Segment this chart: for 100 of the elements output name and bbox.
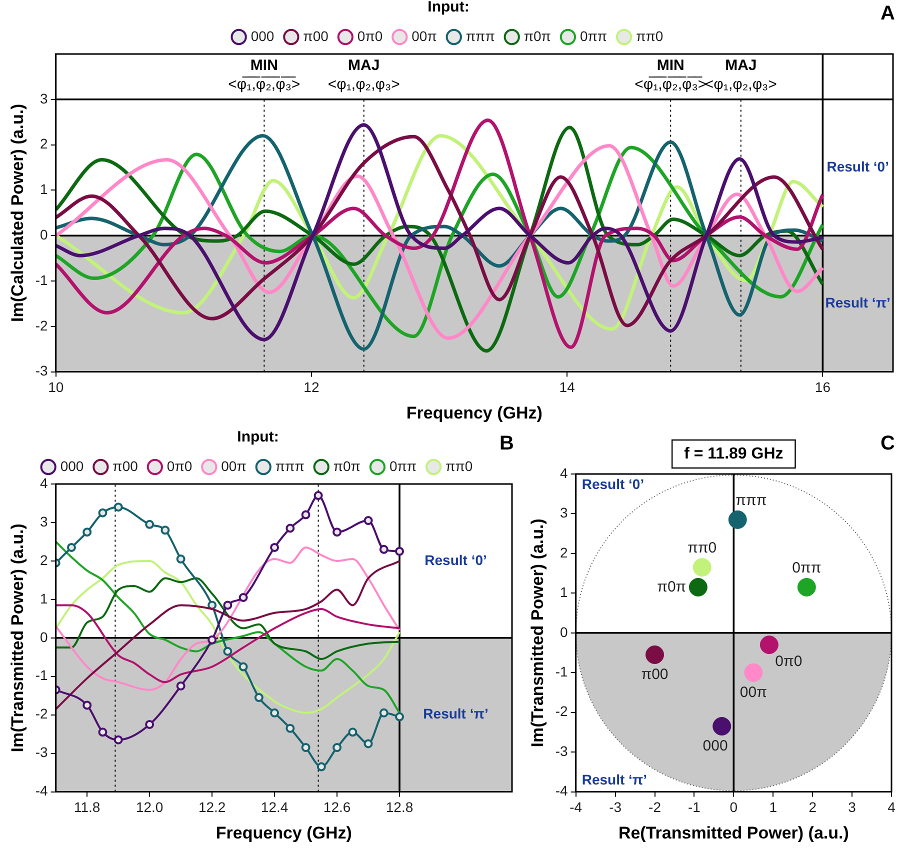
y-axis-title: Im(Transmitted Power) (a.u.) [528, 518, 547, 748]
point [395, 546, 404, 556]
point [301, 510, 310, 520]
band-label: Result ‘π’ [825, 294, 890, 311]
point [238, 593, 248, 602]
point [316, 762, 326, 772]
point [364, 516, 373, 526]
point [208, 600, 217, 610]
point [176, 554, 186, 564]
text: B [500, 432, 514, 455]
series-label: 00π [740, 684, 767, 701]
chart-title: f = 11.89 GHz [684, 445, 784, 462]
series-label: 000 [702, 737, 728, 754]
legend-label: π0π [524, 28, 552, 44]
y-tick-label: -3 [555, 742, 568, 759]
y-tick-label: -2 [555, 703, 568, 720]
y-tick-label: 3 [560, 504, 568, 521]
y-tick-label: -1 [35, 272, 48, 288]
point [314, 491, 323, 500]
annotation: Result ‘0’ [582, 476, 644, 492]
legend-label: π00 [303, 28, 329, 44]
legend-label: 0ππ [580, 28, 608, 44]
x-tick-label: 12.2 [198, 799, 226, 816]
point [797, 578, 816, 596]
point [223, 646, 232, 656]
point [208, 635, 217, 644]
y-tick-label: 2 [560, 544, 568, 560]
series-label: π0π [657, 578, 686, 596]
series-label: ππ0 [688, 539, 717, 556]
point [332, 743, 342, 752]
y-axis-title: Im(Calculated Power) (a.u.) [8, 104, 27, 322]
annotation: Result ‘0’ [826, 158, 889, 174]
y-tick-label: 1 [40, 181, 48, 198]
point [82, 700, 92, 710]
y-tick-label: -4 [35, 782, 48, 799]
point [114, 735, 123, 744]
series-label: 0π0 [775, 652, 802, 670]
band-label: Result ‘π’ [582, 772, 648, 788]
x-tick-label: 12.0 [136, 799, 164, 816]
y-tick-label: 3 [40, 90, 48, 106]
line-series [56, 604, 401, 684]
x-tick-label: 12.8 [386, 799, 414, 816]
band-label: Result ‘π’ [423, 706, 488, 722]
y-tick-label: 2 [40, 136, 48, 152]
x-tick-label: -2 [648, 799, 662, 816]
line-series [56, 546, 401, 691]
legend-label: 00π [221, 458, 247, 474]
x-tick-label: 10 [48, 379, 64, 396]
legend-label: 0π0 [166, 458, 192, 474]
x-axis-title: Frequency (GHz) [216, 823, 352, 842]
point [254, 693, 264, 702]
y-tick-label: 2 [40, 552, 48, 568]
legend-label: 0π0 [357, 28, 383, 44]
legend-label: πππ [466, 28, 496, 44]
point [286, 524, 295, 533]
legend-label: 0ππ [389, 458, 417, 474]
x-tick-label: 16 [814, 379, 831, 396]
legend-label: ππ0 [636, 28, 664, 44]
text: C [880, 432, 895, 455]
legend-title: Input: [428, 0, 470, 16]
point [160, 526, 170, 535]
series-label: 0ππ [792, 559, 822, 576]
point [286, 724, 295, 733]
point [744, 663, 763, 682]
point [348, 728, 358, 737]
x-tick-label: 12 [304, 379, 320, 396]
point [712, 717, 732, 736]
x-tick-label: 2 [808, 799, 817, 816]
x-axis-title: Frequency (GHz) [406, 403, 542, 422]
y-tick-label: 3 [40, 513, 48, 530]
y-tick-label: -1 [35, 667, 48, 684]
legend-title: Input: [237, 428, 279, 446]
point [82, 528, 92, 537]
y-tick-label: 1 [40, 590, 48, 606]
y-axis-title: Im(Transmitted Power) (a.u.) [8, 524, 27, 752]
point [270, 542, 280, 552]
y-tick-label: 0 [40, 226, 48, 242]
point [176, 681, 186, 690]
x-tick-label: 11.8 [74, 799, 100, 816]
point [728, 510, 747, 529]
point [145, 520, 154, 529]
x-tick-label: 14 [559, 379, 576, 396]
y-tick-label: -2 [35, 317, 48, 334]
point [688, 578, 708, 596]
point [223, 600, 232, 610]
point [760, 636, 778, 654]
series-label: π00 [641, 666, 668, 683]
legend-label: 000 [60, 458, 84, 474]
y-tick-label: 0 [40, 628, 48, 645]
ref-line-label: MIN <φ̅₁̅,̅φ̅₂̅,̅φ̅₃̅> [634, 57, 707, 94]
x-tick-label: 4 [888, 799, 896, 816]
legend-label: ππ0 [446, 458, 473, 474]
point [332, 528, 342, 537]
annotation: Result ‘0’ [424, 552, 487, 568]
point [379, 544, 388, 554]
point [395, 712, 404, 722]
point [98, 728, 108, 737]
point [646, 646, 664, 664]
y-tick-label: 1 [560, 584, 568, 600]
y-tick-label: -1 [555, 663, 568, 680]
